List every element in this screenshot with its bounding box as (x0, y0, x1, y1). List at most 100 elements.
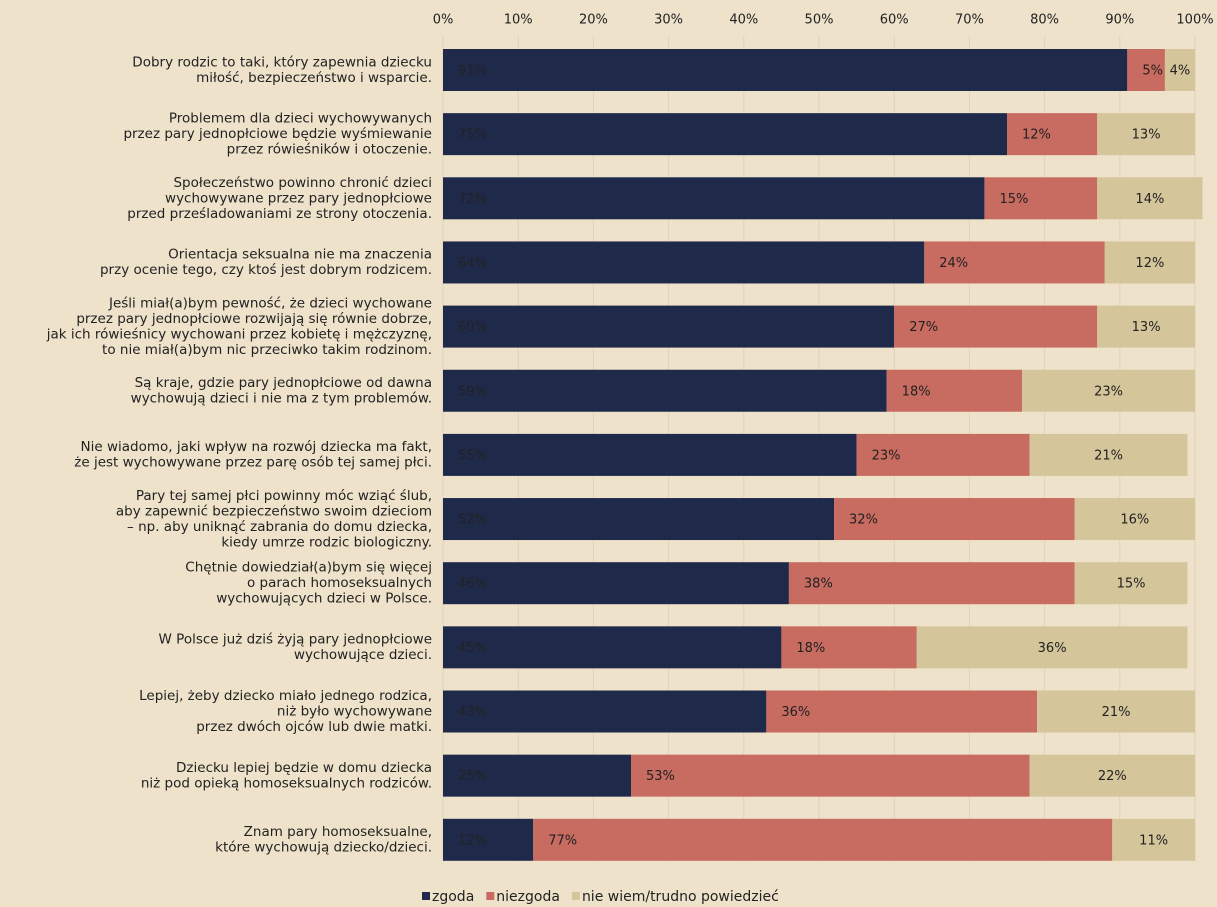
value-label: 18% (902, 384, 931, 399)
value-label: 18% (796, 641, 825, 656)
value-label: 38% (804, 577, 833, 592)
category-label: niż było wychowywane (277, 704, 432, 720)
category-label: miłość, bezpieczeństwo i wsparcie. (196, 70, 432, 86)
bar-segment (1097, 113, 1195, 156)
bar-segment (1074, 498, 1195, 541)
value-label: 45% (458, 641, 487, 656)
value-label: 11% (1139, 833, 1168, 848)
category-label: niż pod opieką homoseksualnych rodziców. (141, 775, 432, 791)
x-tick-label: 90% (1105, 13, 1134, 28)
value-label: 75% (458, 128, 487, 143)
category-label: przez dwóch ojców lub dwie matki. (196, 719, 432, 735)
bar-segment (1097, 305, 1195, 348)
value-label: 13% (1132, 128, 1161, 143)
value-label: 5% (1142, 64, 1163, 79)
category-label: Problemem dla dzieci wychowywanych (169, 111, 432, 127)
bar-segment (443, 818, 534, 861)
bar-segment (856, 433, 1030, 476)
legend-swatch (571, 892, 580, 900)
value-label: 27% (909, 320, 938, 335)
bar-segment (443, 241, 925, 284)
value-label: 91% (458, 64, 487, 79)
value-label: 14% (1135, 192, 1164, 207)
bar-segment (443, 562, 789, 605)
value-label: 12% (1022, 128, 1051, 143)
bar-segment (533, 818, 1113, 861)
x-tick-label: 60% (880, 13, 909, 28)
bar-segment (834, 498, 1075, 541)
bar-segment (916, 626, 1188, 669)
x-tick-label: 30% (654, 13, 683, 28)
legend-swatch (486, 892, 495, 900)
value-label: 46% (458, 577, 487, 592)
x-tick-label: 40% (729, 13, 758, 28)
bar-segment (443, 754, 631, 797)
value-label: 15% (999, 192, 1028, 207)
x-tick-label: 10% (504, 13, 533, 28)
bar-segment (924, 241, 1105, 284)
value-label: 25% (458, 769, 487, 784)
value-label: 13% (1132, 320, 1161, 335)
category-label: przez rówieśników i otoczenie. (227, 142, 432, 158)
legend-label: nie wiem/trudno powiedzieć (582, 889, 779, 905)
category-label: Dziecku lepiej będzie w domu dziecka (176, 760, 432, 776)
bar-segment (443, 498, 835, 541)
category-label: wychowują dzieci i nie ma z tym problemó… (131, 391, 432, 407)
category-label: Nie wiadomo, jaki wpływ na rozwój dzieck… (81, 439, 432, 455)
bar-segment (631, 754, 1030, 797)
value-label: 43% (458, 705, 487, 720)
value-label: 55% (458, 448, 487, 463)
value-label: 4% (1170, 64, 1191, 79)
bar-segment (1164, 49, 1195, 91)
bar-segment (443, 113, 1007, 156)
value-label: 12% (1135, 256, 1164, 271)
category-label: Orientacja seksualna nie ma znaczenia (168, 247, 432, 263)
value-label: 36% (1038, 641, 1067, 656)
category-label: które wychowują dziecko/dzieci. (215, 840, 432, 856)
category-label: Lepiej, żeby dziecko miało jednego rodzi… (139, 688, 432, 704)
bar-segment (886, 369, 1023, 412)
value-label: 16% (1120, 513, 1149, 528)
bar-segment (1104, 241, 1195, 284)
value-label: 64% (458, 256, 487, 271)
category-label: przez pary jednopłciowe będzie wyśmiewan… (123, 126, 432, 142)
bar-segment (766, 690, 1038, 733)
x-tick-label: 20% (579, 13, 608, 28)
bar-segment (1029, 754, 1195, 797)
x-tick-label: 100% (1176, 13, 1213, 28)
category-label: wychowywane przez pary jednopłciowe (165, 190, 432, 206)
value-label: 15% (1117, 577, 1146, 592)
bar-segment (1037, 690, 1195, 733)
bar-segment (788, 562, 1075, 605)
bar-segment (1074, 562, 1188, 605)
category-label: Społeczeństwo powinno chronić dzieci (173, 175, 432, 191)
bar-segment (1127, 49, 1165, 91)
bar-segment (1022, 369, 1195, 412)
value-label: 22% (1098, 769, 1127, 784)
bar-segment (443, 690, 767, 733)
value-label: 77% (548, 833, 577, 848)
category-label: Pary tej samej płci powinny móc wziąć śl… (136, 488, 432, 504)
value-label: 32% (849, 513, 878, 528)
x-tick-label: 80% (1030, 13, 1059, 28)
category-label: przy ocenie tego, czy ktoś jest dobrym r… (100, 262, 432, 278)
category-label: to nie miał(a)bym nic przeciwko takim ro… (102, 342, 432, 358)
bar-segment (443, 369, 887, 412)
bar-segment (443, 177, 985, 220)
value-label: 36% (781, 705, 810, 720)
x-tick-label: 70% (955, 13, 984, 28)
value-label: 59% (458, 384, 487, 399)
category-label: kiedy umrze rodzic biologiczny. (221, 534, 432, 550)
bar-segment (781, 626, 917, 669)
x-tick-label: 0% (433, 13, 454, 28)
bar-segment (894, 305, 1098, 348)
category-label: wychowujących dzieci w Polsce. (216, 591, 432, 607)
legend-label: niezgoda (496, 889, 560, 905)
category-label: przed prześladowaniami ze strony otoczen… (127, 206, 432, 222)
category-label: W Polsce już dziś żyją pary jednopłciowe (159, 632, 432, 648)
bar-segment (984, 177, 1098, 220)
bar-segment (1029, 433, 1188, 476)
x-tick-label: 50% (805, 13, 834, 28)
value-label: 60% (458, 320, 487, 335)
